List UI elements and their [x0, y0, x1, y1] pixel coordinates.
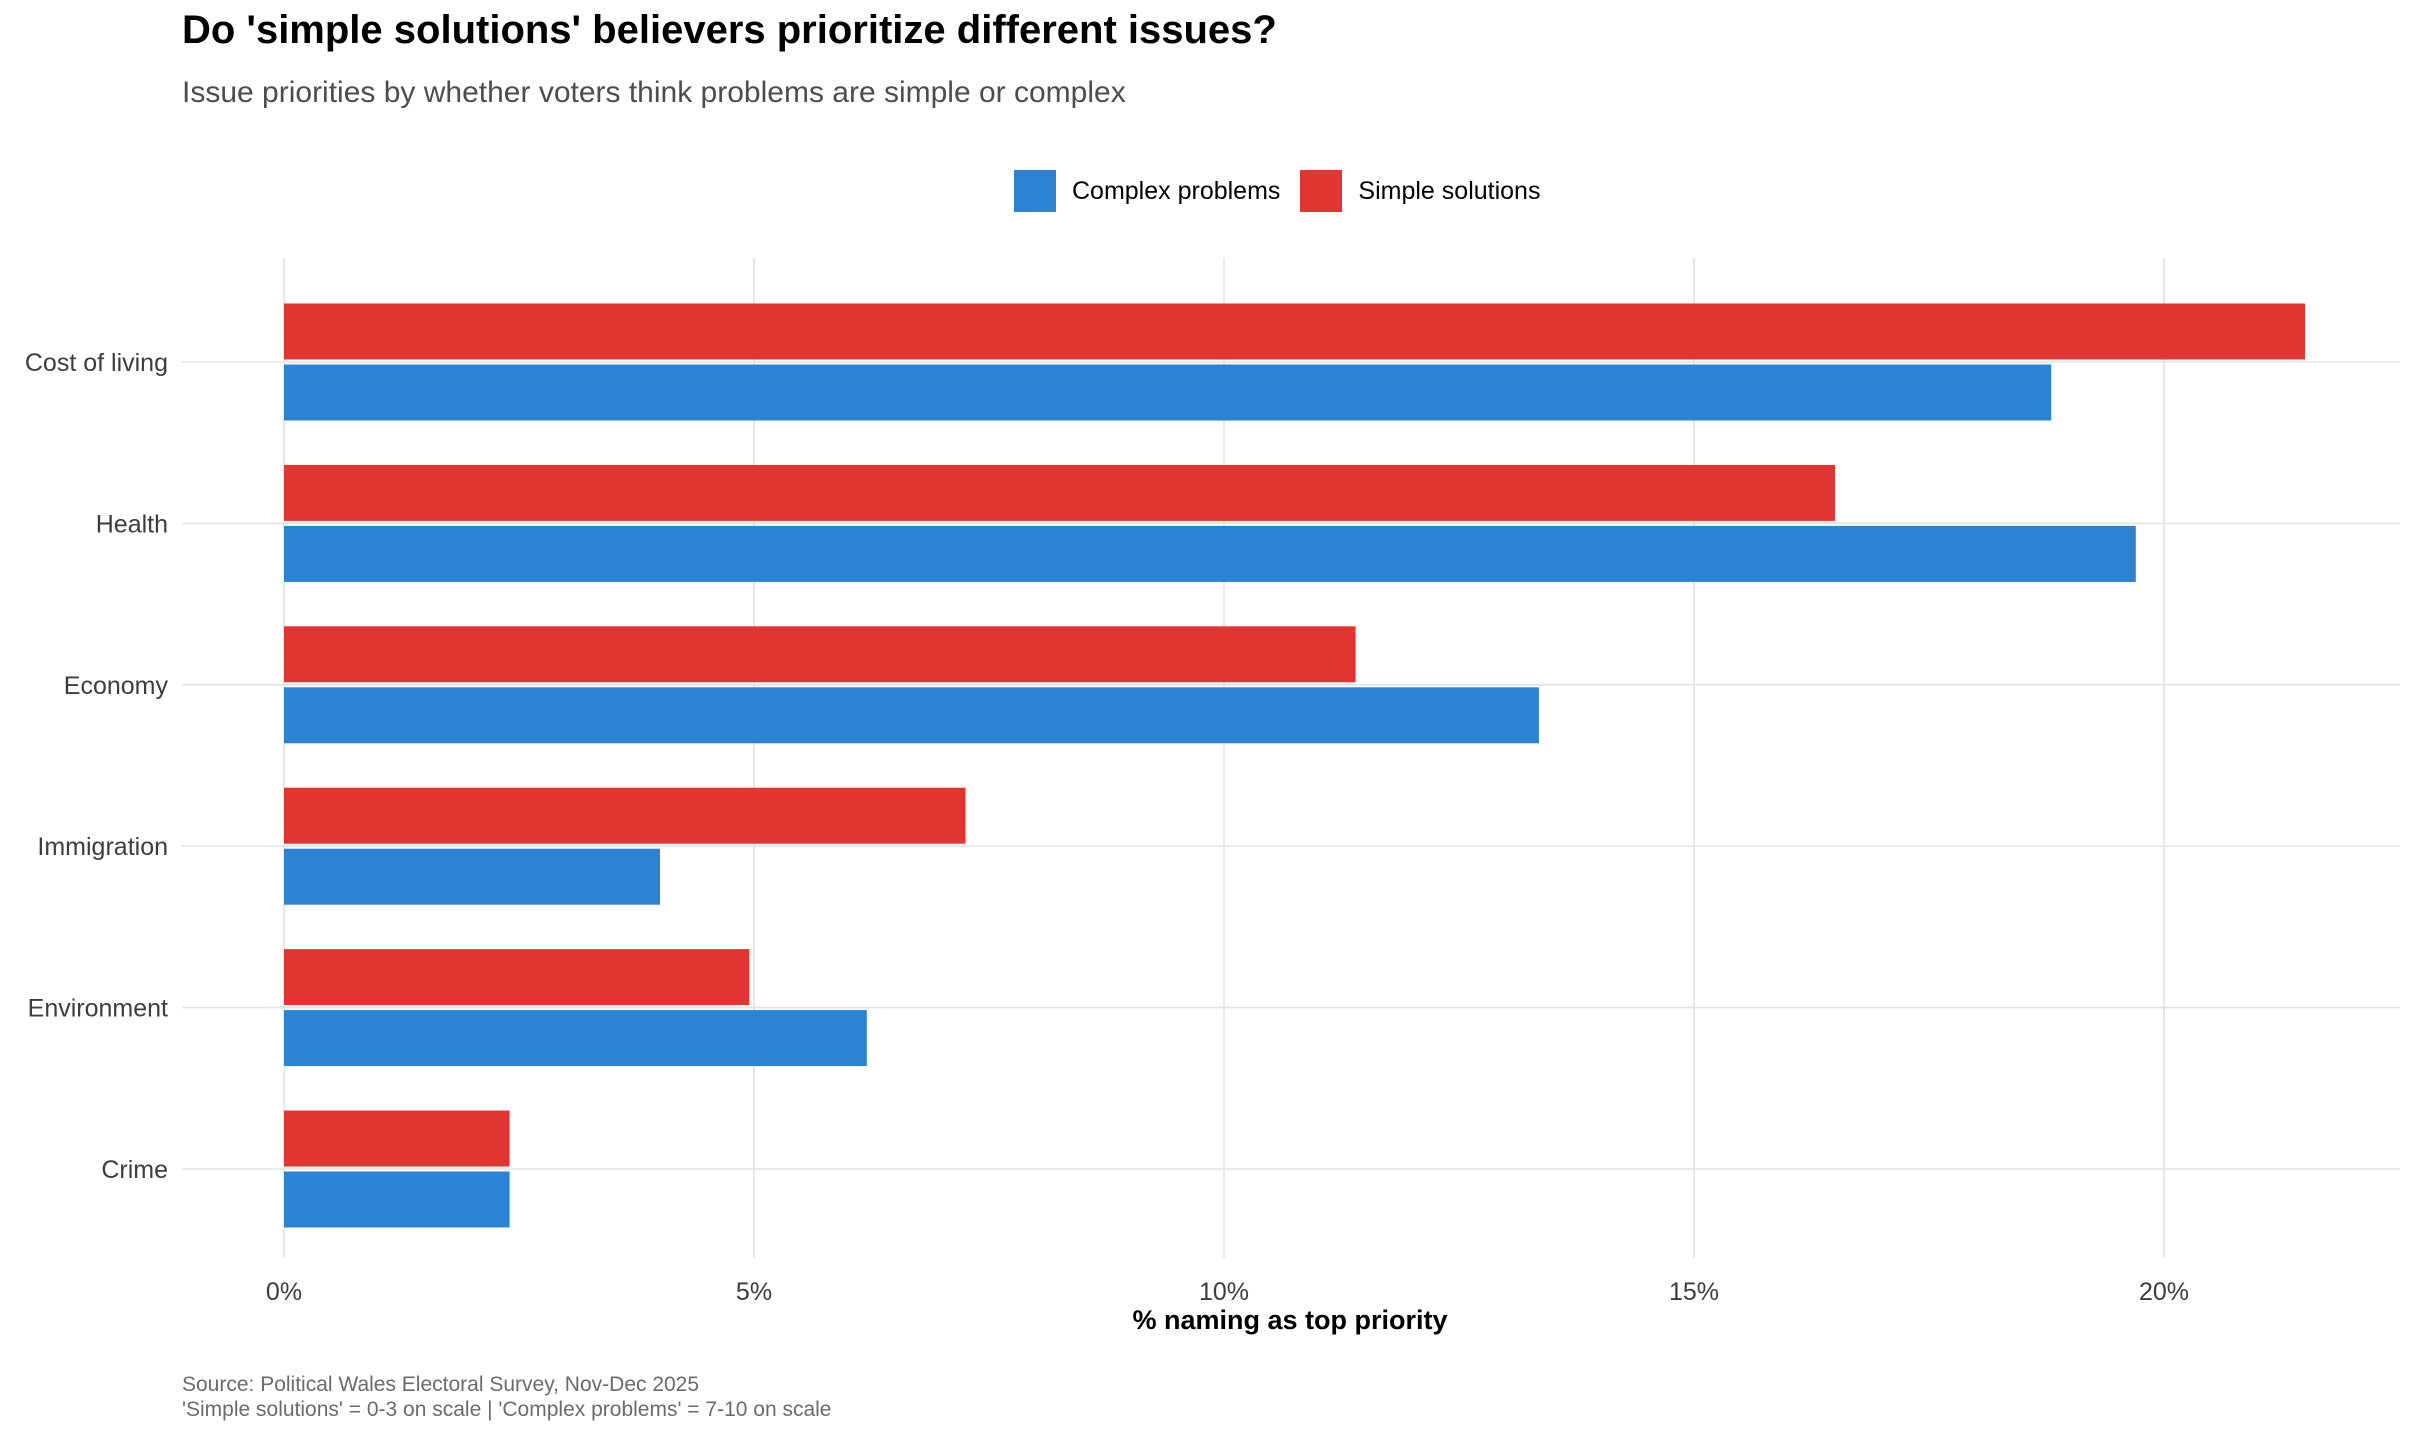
bar-complex-problems: [284, 525, 2136, 582]
bars: [284, 303, 2305, 1228]
legend-item-simple-solutions: Simple solutions: [1300, 170, 1540, 212]
bar-simple-solutions: [284, 1110, 510, 1167]
chart-title: Do 'simple solutions' believers prioriti…: [182, 8, 1277, 52]
x-tick-label: 20%: [2139, 1278, 2189, 1306]
bar-simple-solutions: [284, 464, 1835, 521]
bar-complex-problems: [284, 364, 2052, 421]
legend-item-complex-problems: Complex problems: [1014, 170, 1280, 212]
category-label: Environment: [28, 995, 168, 1023]
legend-label-complex-problems: Complex problems: [1072, 176, 1281, 205]
grid-lines: [182, 258, 2400, 1258]
bar-complex-problems: [284, 1171, 510, 1228]
axis-labels: 0% 5% 10% 15% 20% Cost of living Health Economy…: [25, 349, 2189, 1306]
x-tick-label: 10%: [1199, 1278, 1249, 1306]
legend-label-simple-solutions: Simple solutions: [1358, 176, 1541, 205]
scale-note-caption: 'Simple solutions' = 0-3 on scale | 'Com…: [182, 1398, 832, 1421]
x-tick-label: 15%: [1669, 1278, 1719, 1306]
x-tick-label: 0%: [266, 1278, 302, 1306]
source-caption: Source: Political Wales Electoral Survey…: [182, 1373, 700, 1396]
category-label: Crime: [101, 1156, 168, 1184]
bar-complex-problems: [284, 1010, 867, 1067]
legend: Complex problems Simple solutions: [1014, 169, 1560, 213]
bar-complex-problems: [284, 687, 1539, 744]
legend-swatch-simple-solutions: [1300, 170, 1343, 212]
bar-simple-solutions: [284, 787, 966, 844]
category-label: Health: [96, 510, 168, 538]
category-label: Cost of living: [25, 349, 168, 377]
x-tick-label: 5%: [736, 1278, 772, 1306]
x-axis-title: % naming as top priority: [1132, 1305, 1447, 1335]
category-label: Immigration: [37, 833, 168, 861]
legend-swatch-complex-problems: [1014, 170, 1056, 212]
chart-subtitle: Issue priorities by whether voters think…: [182, 76, 1126, 109]
category-label: Economy: [64, 672, 169, 700]
bar-simple-solutions: [284, 949, 750, 1006]
bar-simple-solutions: [284, 626, 1356, 683]
bar-simple-solutions: [284, 303, 2305, 360]
bar-complex-problems: [284, 848, 660, 905]
